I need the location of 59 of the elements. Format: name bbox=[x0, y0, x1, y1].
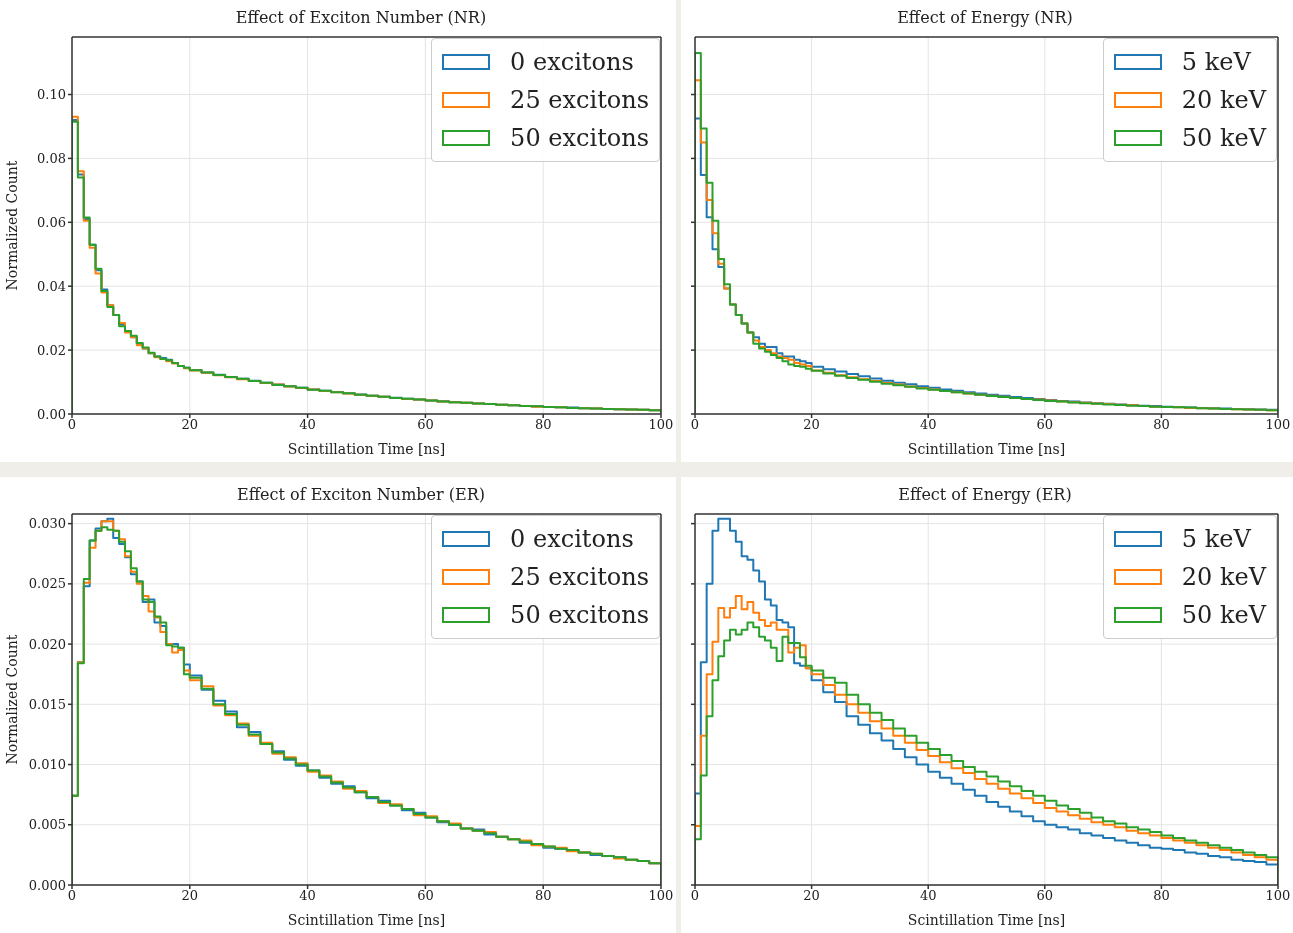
x-tick-label: 60 bbox=[417, 417, 434, 433]
x-axis-title: Scintillation Time [ns] bbox=[287, 912, 446, 928]
x-tick-label: 80 bbox=[1153, 417, 1170, 433]
legend-label: 0 excitons bbox=[510, 48, 634, 76]
legend-label: 20 keV bbox=[1181, 563, 1266, 591]
y-tick-label: 0.005 bbox=[28, 817, 66, 833]
x-tick-label: 20 bbox=[181, 417, 199, 433]
legend-label: 25 excitons bbox=[510, 563, 649, 591]
x-tick-label: 0 bbox=[690, 417, 700, 433]
y-axis-title: Normalized Count bbox=[3, 634, 20, 765]
x-axis-title: Scintillation Time [ns] bbox=[907, 912, 1066, 928]
legend-label: 50 keV bbox=[1181, 601, 1266, 629]
y-tick-label: 0.04 bbox=[37, 278, 66, 294]
legend-label: 5 keV bbox=[1181, 525, 1251, 553]
x-tick-label: 20 bbox=[803, 888, 820, 904]
chart-title: Effect of Exciton Number (NR) bbox=[234, 8, 488, 27]
legend-label: 20 keV bbox=[1181, 86, 1266, 114]
x-tick-label: 20 bbox=[181, 888, 199, 904]
x-tick-label: 0 bbox=[67, 417, 77, 433]
y-tick-label: 0.00 bbox=[37, 406, 66, 422]
x-tick-label: 100 bbox=[1265, 417, 1291, 433]
y-tick-label: 0.015 bbox=[28, 696, 66, 712]
y-tick-label: 0.08 bbox=[37, 151, 66, 167]
legend-label: 5 keV bbox=[1181, 48, 1251, 76]
x-axis-title: Scintillation Time [ns] bbox=[907, 441, 1066, 457]
x-tick-label: 100 bbox=[648, 417, 674, 433]
legend-label: 50 excitons bbox=[510, 601, 649, 629]
y-tick-label: 0.010 bbox=[28, 757, 66, 773]
x-axis-title: Scintillation Time [ns] bbox=[287, 441, 446, 457]
legend-label: 50 keV bbox=[1181, 124, 1266, 152]
x-tick-label: 0 bbox=[67, 888, 77, 904]
x-tick-label: 80 bbox=[534, 417, 552, 433]
y-tick-label: 0.020 bbox=[28, 636, 66, 652]
x-tick-label: 80 bbox=[1153, 888, 1170, 904]
x-tick-label: 40 bbox=[299, 417, 316, 433]
legend-label: 25 excitons bbox=[510, 86, 649, 114]
y-tick-label: 0.025 bbox=[28, 576, 66, 592]
y-tick-label: 0.000 bbox=[28, 877, 66, 893]
y-tick-label: 0.06 bbox=[37, 214, 66, 230]
x-tick-label: 20 bbox=[803, 417, 820, 433]
x-tick-label: 40 bbox=[299, 888, 316, 904]
x-tick-label: 60 bbox=[1036, 417, 1054, 433]
y-tick-label: 0.10 bbox=[37, 87, 66, 103]
y-tick-label: 0.030 bbox=[28, 516, 66, 532]
x-tick-label: 100 bbox=[648, 888, 674, 904]
y-axis-title: Normalized Count bbox=[3, 160, 20, 291]
y-tick-label: 0.02 bbox=[37, 342, 66, 358]
chart-title: Effect of Energy (ER) bbox=[897, 485, 1073, 504]
legend-label: 50 excitons bbox=[510, 124, 649, 152]
x-tick-label: 40 bbox=[919, 888, 937, 904]
x-tick-label: 40 bbox=[919, 417, 937, 433]
legend-label: 0 excitons bbox=[510, 525, 634, 553]
x-tick-label: 100 bbox=[1265, 888, 1291, 904]
chart-title: Effect of Exciton Number (ER) bbox=[236, 485, 486, 504]
x-tick-label: 60 bbox=[417, 888, 434, 904]
x-tick-label: 60 bbox=[1036, 888, 1054, 904]
x-tick-label: 0 bbox=[690, 888, 700, 904]
chart-title: Effect of Energy (NR) bbox=[896, 8, 1074, 27]
x-tick-label: 80 bbox=[534, 888, 552, 904]
